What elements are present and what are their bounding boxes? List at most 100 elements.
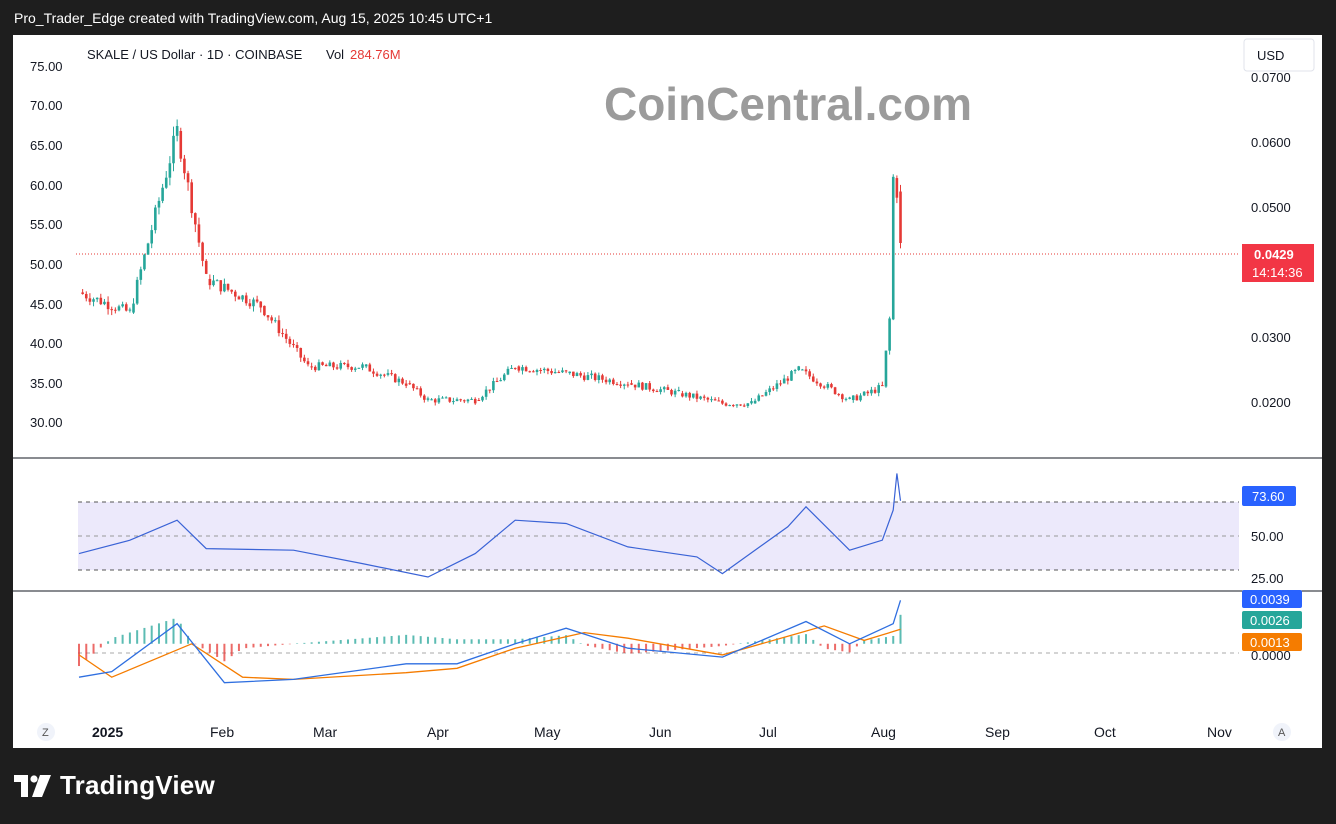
candle-body: [586, 375, 590, 380]
histogram-bar: [252, 643, 255, 648]
volume-value: 284.76M: [350, 47, 401, 62]
zoom-reset-button[interactable]: [37, 723, 55, 741]
histogram-bar: [114, 637, 117, 644]
candle-body: [557, 372, 561, 374]
candle-body: [204, 260, 208, 274]
time-label: Aug: [871, 724, 896, 740]
histogram-bar: [303, 642, 306, 644]
candle-body: [248, 303, 252, 307]
candle-body: [481, 396, 484, 401]
candle-body: [728, 405, 731, 407]
candle-body: [441, 397, 444, 399]
histogram-bar: [237, 643, 240, 652]
time-axis: Z 2025 Feb Mar Apr May Jun Jul Aug Sep O…: [37, 723, 1291, 741]
candle-body: [692, 393, 695, 398]
candle-body: [535, 370, 539, 373]
candle-body: [270, 317, 273, 321]
histogram-bar: [390, 636, 393, 644]
candle-body: [179, 131, 183, 159]
histogram-bar: [863, 640, 866, 644]
candle-body: [128, 309, 132, 311]
right-tick: 0.0700: [1251, 70, 1291, 85]
candle-body: [499, 380, 502, 382]
histogram-bar: [601, 643, 604, 649]
time-label: Apr: [427, 724, 449, 740]
candle-body: [321, 362, 324, 365]
candle-body: [815, 381, 819, 384]
candle-body: [717, 400, 721, 402]
candle-body: [477, 400, 481, 402]
auto-scale-icon: A: [1278, 727, 1286, 739]
candle-body: [884, 350, 888, 387]
left-tick: 50.00: [30, 257, 63, 272]
histogram-bar: [143, 627, 146, 644]
candle-body: [502, 374, 506, 381]
countdown-timer: 14:14:36: [1252, 265, 1303, 280]
candle-body: [891, 176, 895, 320]
candle-body: [150, 230, 153, 244]
macd-histogram: [78, 614, 902, 667]
candle-body: [597, 375, 601, 380]
chart-frame[interactable]: SKALE / US Dollar · 1D · COINBASE Vol 28…: [13, 35, 1322, 748]
candle-body: [473, 398, 477, 404]
auto-scale-button[interactable]: [1273, 723, 1291, 741]
candle-body: [408, 383, 412, 385]
candle-body: [542, 368, 546, 371]
candle-body: [528, 371, 532, 373]
histogram-bar: [208, 643, 211, 653]
candle-body: [84, 293, 88, 299]
candle-body: [124, 304, 128, 311]
histogram-bar: [456, 639, 459, 644]
candle-body: [459, 399, 462, 401]
candle-body: [219, 280, 223, 292]
candle-body: [186, 173, 190, 183]
time-label: Oct: [1094, 724, 1116, 740]
histogram-bar: [884, 637, 887, 644]
last-price-value: 0.0429: [1254, 247, 1294, 262]
candle-body: [713, 399, 717, 401]
candle-body: [888, 318, 891, 351]
candle-body: [866, 391, 870, 394]
candle-body: [681, 393, 684, 397]
histogram-bar: [325, 641, 328, 644]
candle-body: [811, 376, 815, 382]
macd-pane: 0.0039 0.0026 0.0013 0.0000: [78, 590, 1302, 684]
rsi-line: [78, 473, 902, 578]
candle-body: [346, 363, 350, 368]
histogram-bar: [506, 639, 509, 644]
histogram-bar: [121, 634, 124, 644]
candle-body: [851, 395, 855, 401]
histogram-bar: [412, 635, 415, 644]
histogram-bar: [397, 635, 400, 644]
right-tick: 0.0500: [1251, 200, 1291, 215]
candle-body: [641, 382, 644, 390]
currency-button[interactable]: USD: [1243, 38, 1315, 72]
candle-body: [393, 374, 397, 383]
histogram-bar: [128, 632, 131, 644]
candle-body: [88, 298, 92, 302]
histogram-bar: [463, 639, 466, 644]
histogram-bar: [615, 643, 618, 652]
candle-body: [433, 399, 437, 403]
candle-body: [375, 373, 379, 376]
candle-body: [368, 364, 372, 372]
left-tick: 70.00: [30, 98, 63, 113]
candle-body: [484, 389, 488, 397]
candle-body: [183, 158, 186, 174]
histogram-bar: [739, 643, 742, 644]
candle-body: [808, 371, 811, 377]
histogram-bar: [819, 643, 822, 646]
candle-body: [452, 401, 455, 403]
chart-canvas[interactable]: SKALE / US Dollar · 1D · COINBASE Vol 28…: [13, 35, 1322, 748]
candle-body: [161, 187, 164, 201]
candle-body: [684, 392, 688, 397]
candle-body: [415, 388, 419, 390]
candle-body: [862, 391, 866, 396]
candle-body: [430, 399, 433, 401]
candle-body: [873, 389, 877, 393]
candle-body: [237, 296, 241, 300]
histogram-bar: [470, 639, 473, 644]
candle-body: [612, 379, 615, 384]
candle-body: [288, 338, 292, 344]
brand-footer[interactable]: TradingView: [14, 770, 215, 801]
